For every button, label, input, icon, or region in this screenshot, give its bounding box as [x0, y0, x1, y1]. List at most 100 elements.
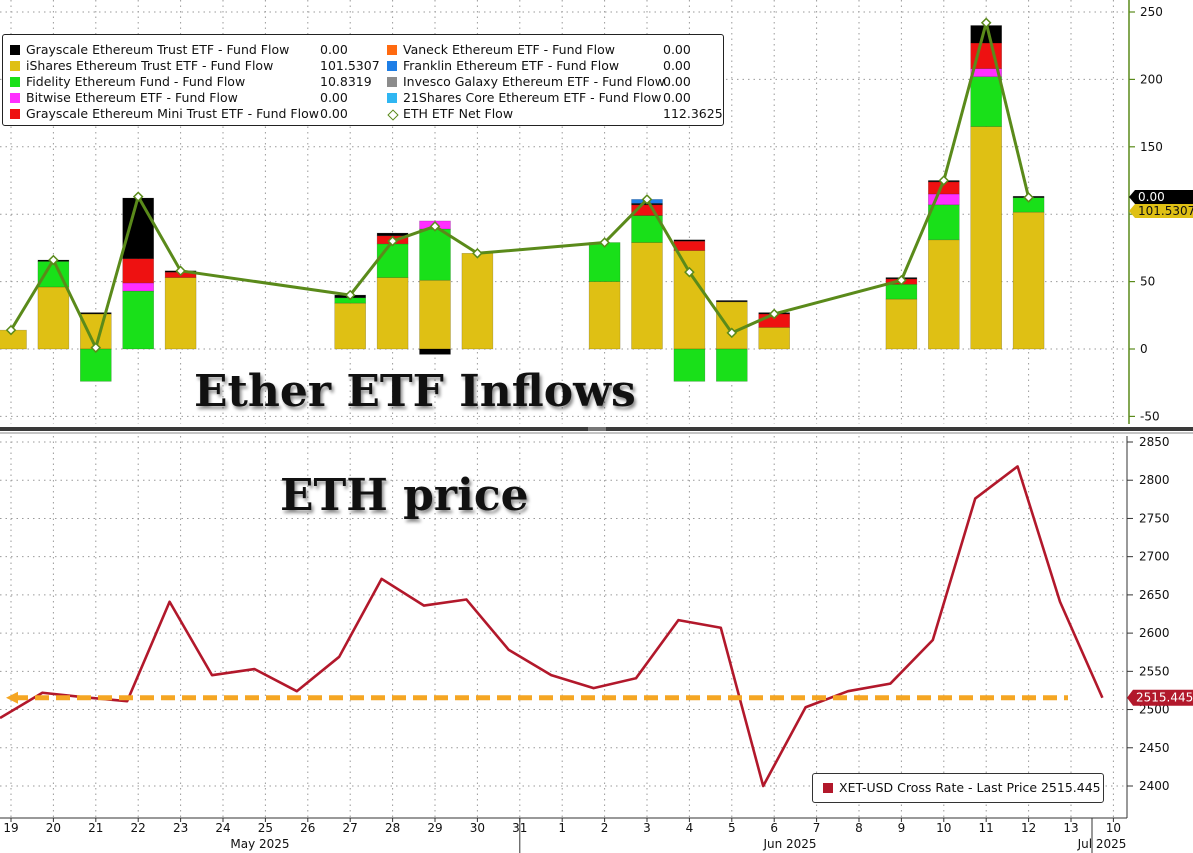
flows-tick-label: 50: [1140, 275, 1155, 289]
flow-bar-segment: [1012, 211, 1045, 350]
net-flow-point: [641, 194, 653, 205]
net-flow-point: [48, 254, 59, 266]
flow-bar-segment: [970, 76, 1003, 127]
net-flow-point: [684, 266, 695, 278]
flows-tick-label: 0: [1140, 342, 1148, 356]
net-flow-point: [429, 221, 441, 232]
date-x-axis: 19 20 21 22 23 24 25 26 27 28 29 30 31 1 2 3 4 5 6 7 8 9 10 11 1…: [0, 817, 1127, 853]
legend-item: Bitwise Ethereum ETF - Fund Flow 0.00: [10, 90, 380, 106]
last-value-badge: [1129, 204, 1193, 218]
legend-label: Grayscale Ethereum Mini Trust ETF - Fund…: [26, 106, 319, 121]
price-tick-label: 2700: [1139, 550, 1170, 564]
legend-label: Invesco Galaxy Ethereum ETF - Fund Flow: [403, 74, 665, 89]
legend-diamond-marker: [387, 109, 399, 121]
last-price-label: 2515.445: [1136, 691, 1193, 705]
flow-bar-segment: [588, 242, 621, 282]
legend-item: Invesco Galaxy Ethereum ETF - Fund Flow 0…: [387, 74, 717, 90]
x-tick-label: 10: [1106, 821, 1121, 835]
legend-value: 0.00: [663, 90, 691, 105]
month-label: Jun 2025: [762, 837, 816, 851]
flow-bar-segment: [715, 300, 748, 303]
legend-swatch: [387, 77, 397, 87]
net-flow-point: [5, 324, 17, 336]
legend-label: Fidelity Ethereum Fund - Fund Flow: [26, 74, 246, 89]
x-tick-label: 6: [770, 821, 778, 835]
x-tick-label: 24: [215, 821, 230, 835]
legend-label: ETH ETF Net Flow: [403, 106, 514, 121]
flow-bar-segment: [122, 197, 154, 259]
flow-bar-segment: [376, 243, 409, 278]
price-y-axis: 2400 2450 2500 2550 2600 2650 2700 2750 2800 2850…: [1126, 435, 1193, 818]
x-tick-label: 2: [601, 821, 609, 835]
flow-bar-segment: [673, 240, 706, 251]
x-tick-label: 12: [1021, 821, 1036, 835]
price-legend: XET-USD Cross Rate - Last Price 2515.445: [812, 773, 1104, 803]
month-label: Jul 2025: [1077, 837, 1127, 851]
legend-item: iShares Ethereum Trust ETF - Fund Flow 10…: [10, 58, 380, 74]
legend-value: 112.3625: [663, 106, 723, 121]
legend-value: 0.00: [320, 106, 348, 121]
x-tick-label: 3: [643, 821, 651, 835]
flow-bar-segment: [37, 286, 70, 350]
legend-swatch: [10, 93, 20, 103]
flow-bar-segment: [673, 250, 706, 350]
flows-tick-label: 150: [1140, 140, 1163, 154]
x-tick-label: 8: [855, 821, 863, 835]
price-title: ETH price: [280, 470, 529, 521]
legend-item: 21Shares Core Ethereum ETF - Fund Flow 0.…: [387, 90, 717, 106]
net-flow-point: [132, 191, 144, 202]
legend-swatch: [10, 45, 20, 55]
flow-bar-segment: [419, 228, 451, 281]
last-price-arrow-icon: [6, 691, 18, 704]
net-flow-point: [768, 308, 780, 320]
flow-bar-segment: [376, 232, 409, 237]
x-tick-label: 23: [173, 821, 188, 835]
flow-bar-segment: [122, 290, 154, 350]
net-flow-point: [90, 342, 102, 353]
flows-title: Ether ETF Inflows: [194, 366, 636, 417]
legend-item: ETH ETF Net Flow 112.3625: [387, 106, 723, 122]
net-flow-point: [472, 247, 483, 259]
last-price-badge: [1127, 689, 1193, 706]
legend-label: iShares Ethereum Trust ETF - Fund Flow: [26, 58, 274, 73]
price-line-group: [0, 465, 1104, 788]
last-value-label: 101.5307: [1138, 204, 1193, 218]
net-flow-line-group: [5, 17, 1034, 353]
legend-item: Franklin Ethereum ETF - Fund Flow 0.00: [387, 58, 717, 74]
net-flow-line: [9, 21, 1031, 350]
flow-bar-segment: [122, 258, 154, 284]
legend-value: 0.00: [663, 74, 691, 89]
legend-swatch: [10, 109, 20, 119]
net-flow-point: [896, 274, 907, 286]
legend-label: Franklin Ethereum ETF - Fund Flow: [403, 58, 620, 73]
flow-bar-segment: [885, 283, 918, 300]
flow-bar-segment: [80, 348, 112, 382]
legend-label: 21Shares Core Ethereum ETF - Fund Flow: [403, 90, 662, 105]
x-tick-label: 21: [88, 821, 103, 835]
net-flow-point: [938, 175, 950, 186]
flow-bar-segment: [715, 348, 748, 382]
legend-value: 0.00: [663, 42, 691, 57]
x-tick-label: 29: [427, 821, 442, 835]
price-legend-swatch: [823, 783, 833, 793]
x-tick-label: 10: [936, 821, 951, 835]
flow-bar-segment: [970, 126, 1003, 350]
legend-value: 101.5307: [320, 58, 380, 73]
legend-label: Grayscale Ethereum Trust ETF - Fund Flow: [26, 42, 290, 57]
month-label: May 2025: [230, 837, 289, 851]
net-flow-point: [344, 289, 356, 301]
legend-value: 10.8319: [320, 74, 372, 89]
x-tick-label: 9: [898, 821, 906, 835]
panel-divider[interactable]: [0, 427, 1193, 434]
flow-bar-segment: [927, 204, 960, 241]
price-tick-label: 2500: [1139, 703, 1170, 717]
legend-swatch: [10, 61, 20, 71]
price-tick-label: 2550: [1139, 664, 1170, 678]
price-tick-label: 2750: [1139, 511, 1170, 525]
legend-item: Vaneck Ethereum ETF - Fund Flow 0.00: [387, 42, 717, 58]
price-tick-label: 2600: [1139, 626, 1170, 640]
x-tick-label: 11: [979, 821, 994, 835]
legend-value: 0.00: [320, 42, 348, 57]
